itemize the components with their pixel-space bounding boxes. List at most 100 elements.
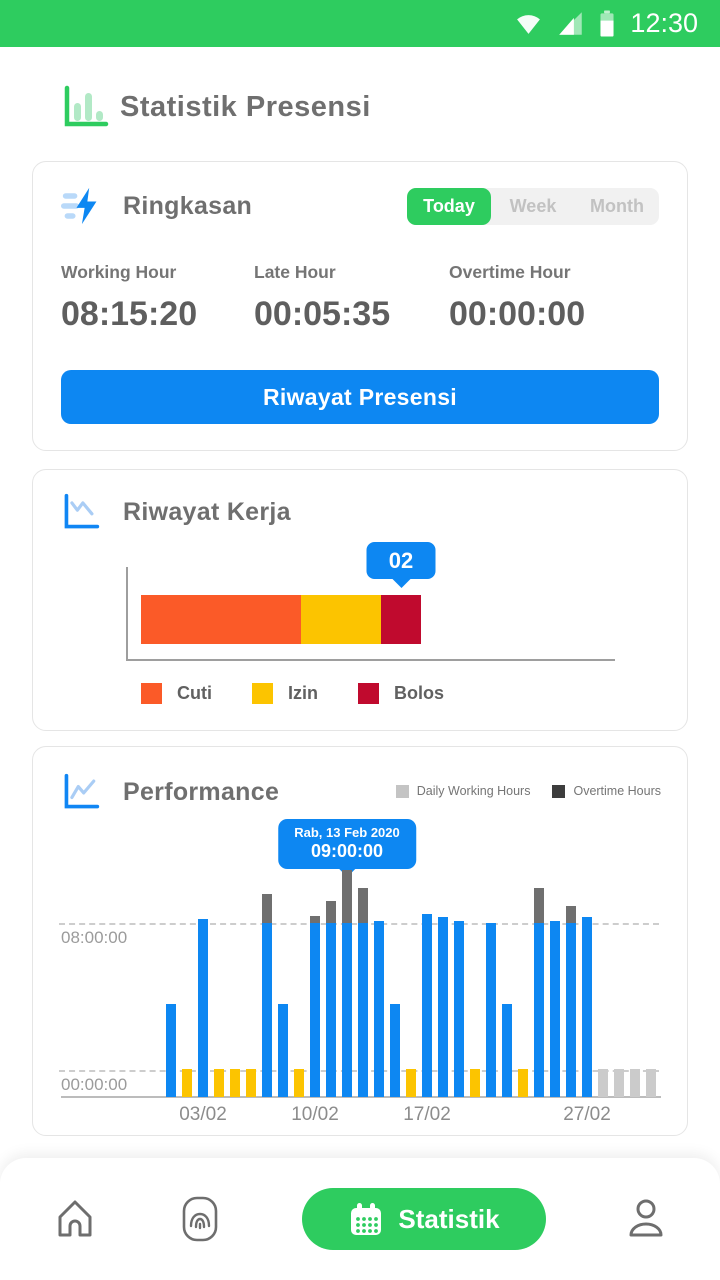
stat-value: 08:15:20 (61, 295, 198, 333)
tooltip-date: Rab, 13 Feb 2020 (294, 825, 400, 840)
performance-legend: Daily Working Hours Overtime Hours (395, 784, 661, 798)
x-axis-label: 27/02 (563, 1104, 611, 1125)
work-history-segment-cuti[interactable] (141, 595, 301, 644)
performance-bar-work[interactable] (342, 923, 352, 1097)
tab-today[interactable]: Today (407, 187, 491, 225)
tooltip-value: 09:00:00 (310, 841, 384, 861)
performance-bar-work[interactable] (390, 1003, 400, 1097)
performance-tooltip: Rab, 13 Feb 2020 09:00:00 (278, 819, 416, 869)
work-history-title: Riwayat Kerja (123, 497, 291, 526)
tab-month[interactable]: Month (590, 195, 644, 216)
performance-bar-overtime[interactable] (534, 888, 544, 923)
legend-item-bolos: Bolos (358, 683, 444, 704)
calendar-icon (351, 1203, 382, 1235)
performance-bar-work[interactable] (438, 917, 448, 1097)
legend-item-izin: Izin (252, 683, 318, 704)
nav-presence-button[interactable] (176, 1195, 224, 1243)
stat-label: Overtime Hour (449, 262, 571, 282)
work-history-tooltip: 02 (366, 542, 436, 579)
performance-bar-work[interactable] (278, 1003, 288, 1097)
performance-bar-work[interactable] (422, 913, 432, 1097)
flash-icon (61, 187, 97, 225)
performance-bar-future[interactable] (630, 1069, 640, 1097)
bottom-navigation: Statistik (0, 1158, 720, 1280)
status-bar: 12:30 (0, 0, 720, 47)
performance-bar-future[interactable] (614, 1069, 624, 1097)
performance-bar-work[interactable] (502, 1003, 512, 1097)
stat-working-hour: Working Hour 08:15:20 (61, 262, 254, 334)
tab-week[interactable]: Week (509, 195, 557, 216)
signal-icon (559, 12, 583, 35)
performance-bar-work[interactable] (566, 923, 576, 1097)
x-axis-label: 10/02 (291, 1104, 339, 1125)
performance-bar-work[interactable] (326, 923, 336, 1097)
performance-bar-work[interactable] (486, 923, 496, 1097)
legend-swatch (358, 683, 379, 704)
bar-chart-icon (64, 85, 109, 127)
performance-bar-overtime[interactable] (326, 900, 336, 923)
summary-card: Ringkasan Today Week Month Working Hour … (32, 161, 688, 451)
performance-bar-overtime[interactable] (310, 915, 320, 923)
performance-bar-off[interactable] (246, 1069, 256, 1097)
performance-bar-work[interactable] (454, 921, 464, 1097)
performance-bar-off[interactable] (470, 1069, 480, 1097)
performance-bar-work[interactable] (358, 923, 368, 1097)
legend-swatch (395, 784, 409, 798)
performance-bar-off[interactable] (294, 1069, 304, 1097)
summary-stats: Working Hour 08:15:20 Late Hour 00:05:35… (61, 262, 659, 334)
performance-bar-work[interactable] (374, 921, 384, 1097)
performance-bar-future[interactable] (598, 1069, 608, 1097)
summary-card-title: Ringkasan (123, 191, 253, 220)
stat-overtime-hour: Overtime Hour 00:00:00 (449, 262, 642, 334)
tooltip-value: 02 (388, 547, 414, 573)
x-axis-label: 03/02 (179, 1104, 227, 1125)
page-header: Statistik Presensi (0, 83, 720, 131)
performance-bar-work[interactable] (262, 923, 272, 1097)
home-icon (58, 1200, 92, 1237)
stat-value: 00:05:35 (254, 295, 391, 333)
legend-swatch (552, 784, 566, 798)
work-history-segment-izin[interactable] (301, 595, 381, 644)
performance-bar-work[interactable] (166, 1003, 176, 1097)
line-chart-up-icon (64, 773, 100, 809)
stat-value: 00:00:00 (449, 295, 586, 333)
legend-label: Izin (288, 683, 318, 703)
performance-bar-overtime[interactable] (342, 869, 352, 923)
x-axis-line (126, 659, 615, 661)
performance-bar-work[interactable] (550, 921, 560, 1097)
legend-swatch (141, 683, 162, 704)
attendance-history-button[interactable]: Riwayat Presensi (61, 370, 659, 424)
nav-profile-button[interactable] (624, 1196, 668, 1242)
legend-item-cuti: Cuti (141, 683, 212, 704)
performance-bar-work[interactable] (198, 919, 208, 1097)
performance-bar-off[interactable] (214, 1069, 224, 1097)
y-axis-label: 00:00:00 (61, 1075, 128, 1094)
work-history-card: Riwayat Kerja 02 Cuti Izin Bolos (32, 469, 688, 731)
nav-statistik-button[interactable]: Statistik (302, 1188, 546, 1250)
performance-bar-off[interactable] (406, 1069, 416, 1097)
nav-home-button[interactable] (52, 1196, 98, 1242)
y-axis-line (126, 567, 128, 661)
performance-bar-overtime[interactable] (262, 893, 272, 923)
performance-bar-work[interactable] (534, 923, 544, 1097)
legend-label: Daily Working Hours (416, 784, 531, 798)
performance-bar-overtime[interactable] (566, 906, 576, 923)
performance-bar-off[interactable] (518, 1069, 528, 1097)
performance-bar-future[interactable] (646, 1069, 656, 1097)
status-time: 12:30 (630, 8, 698, 38)
legend-item-daily-working-hours: Daily Working Hours (395, 784, 531, 798)
legend-label: Overtime Hours (573, 784, 661, 798)
performance-title: Performance (123, 777, 280, 806)
period-segmented-control: Today Week Month (407, 187, 659, 225)
legend-swatch (252, 683, 273, 704)
performance-bar-off[interactable] (182, 1069, 192, 1097)
performance-bar-work[interactable] (582, 917, 592, 1097)
performance-bar-overtime[interactable] (358, 888, 368, 923)
user-icon (629, 1199, 663, 1237)
x-axis-line (61, 1096, 661, 1098)
performance-bar-work[interactable] (310, 923, 320, 1097)
stat-label: Working Hour (61, 262, 177, 282)
performance-bar-off[interactable] (230, 1069, 240, 1097)
work-history-segment-bolos[interactable] (381, 595, 421, 644)
